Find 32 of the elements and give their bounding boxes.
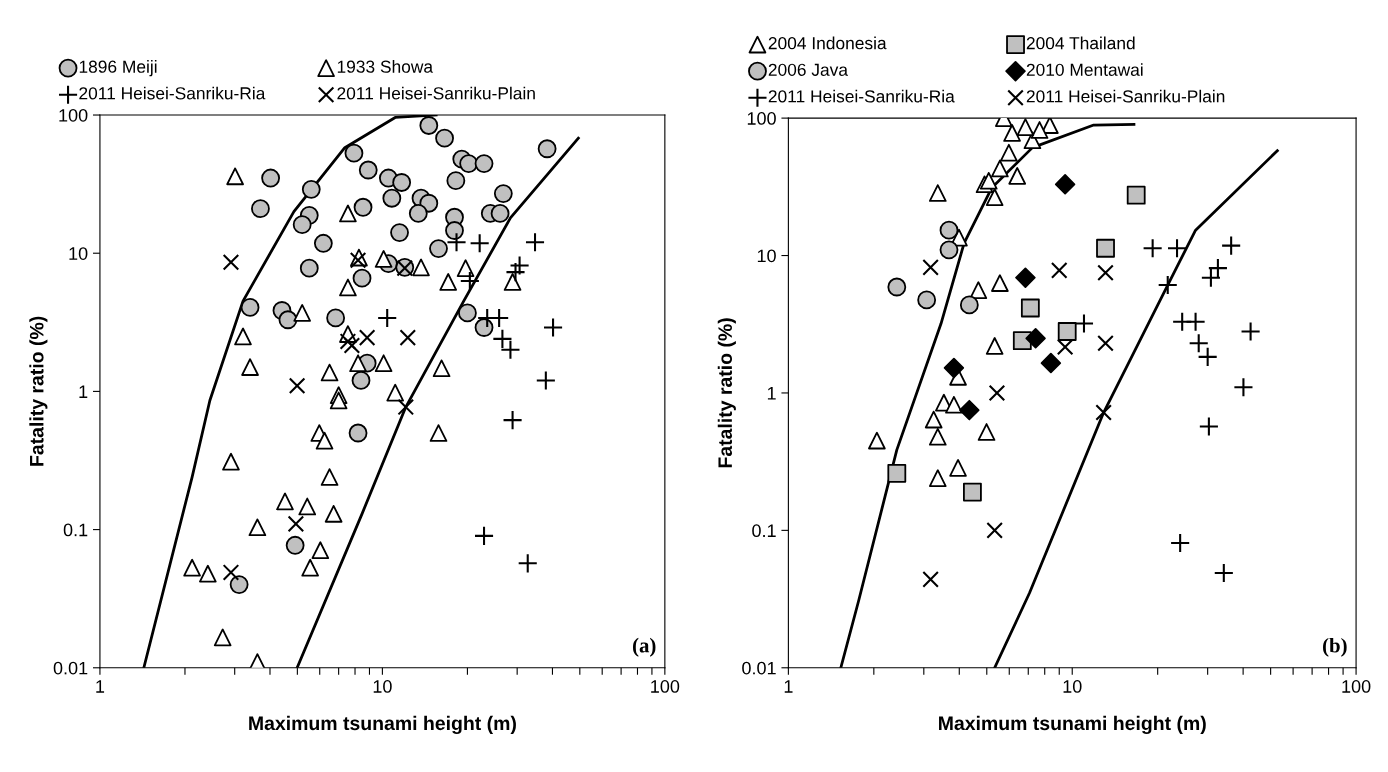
legend-label: 2004 Thailand bbox=[1026, 36, 1135, 50]
y-tick-label: 1 bbox=[79, 385, 88, 398]
x-tick-label: 10 bbox=[373, 680, 392, 693]
legend-label: 2010 Mentawai bbox=[1026, 63, 1143, 76]
legend-label: 2011 Heisei-Sanriku-Plain bbox=[1026, 89, 1225, 103]
y-tick-label: 0.01 bbox=[53, 661, 88, 675]
legend-label: 2011 Heisei-Sanriku-Ria bbox=[79, 86, 266, 100]
x-axis-title: Maximum tsunami height (m) bbox=[249, 715, 516, 735]
legend-label: 2011 Heisei-Sanriku-Plain bbox=[337, 86, 535, 100]
legend-label: 1933 Showa bbox=[337, 60, 434, 73]
x-tick-label: 100 bbox=[1342, 680, 1371, 693]
annotation: (a) bbox=[633, 637, 656, 657]
x-tick-label: 1 bbox=[784, 680, 793, 693]
y-tick-label: 0.1 bbox=[63, 523, 88, 537]
x-tick-label: 100 bbox=[651, 680, 680, 693]
y-axis-title: Fatality ratio (%) bbox=[29, 316, 48, 466]
y-tick-label: 10 bbox=[757, 249, 776, 263]
x-tick-label: 10 bbox=[1063, 680, 1082, 693]
y-tick-label: 100 bbox=[747, 112, 776, 125]
y-tick-label: 100 bbox=[59, 108, 88, 122]
y-tick-label: 1 bbox=[767, 387, 776, 400]
legend-label: 1896 Meiji bbox=[79, 60, 157, 77]
y-tick-label: 10 bbox=[69, 247, 88, 260]
y-tick-label: 0.1 bbox=[752, 524, 776, 538]
legend-label: 2011 Heisei-Sanriku-Ria bbox=[768, 89, 955, 103]
annotation: (b) bbox=[1323, 637, 1347, 657]
y-axis-title: Fatality ratio (%) bbox=[717, 318, 736, 468]
x-tick-label: 1 bbox=[96, 680, 105, 693]
legend-label: 2004 Indonesia bbox=[768, 36, 887, 50]
legend-label: 2006 Java bbox=[768, 63, 848, 76]
y-tick-label: 0.01 bbox=[742, 661, 776, 675]
x-axis-title: Maximum tsunami height (m) bbox=[939, 715, 1206, 735]
